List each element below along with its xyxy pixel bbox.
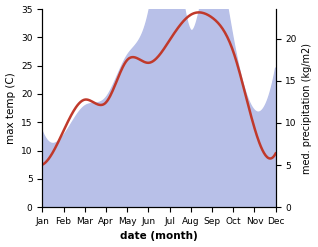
- Y-axis label: max temp (C): max temp (C): [5, 72, 16, 144]
- X-axis label: date (month): date (month): [120, 231, 198, 242]
- Y-axis label: med. precipitation (kg/m2): med. precipitation (kg/m2): [302, 43, 313, 174]
